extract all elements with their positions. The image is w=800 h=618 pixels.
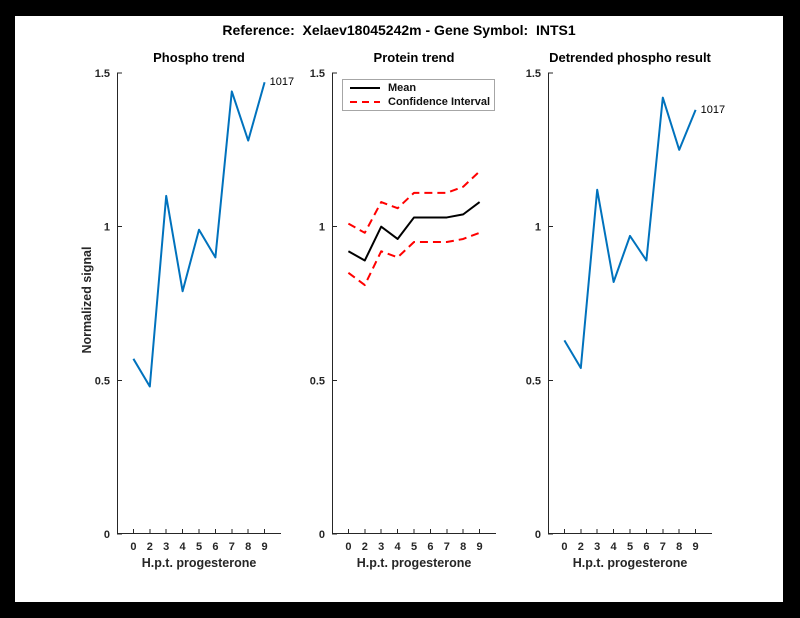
- svg-text:1.5: 1.5: [95, 68, 110, 80]
- legend-entry-confidence-interval: Confidence Interval: [343, 96, 494, 108]
- chart-protein-trend: Protein trend 0 0.5 1 1.5 0 2 3 4 5 6 7 8 9 Mean Con…: [310, 50, 496, 570]
- chart-title: Protein trend: [373, 50, 455, 65]
- svg-text:1: 1: [319, 222, 325, 234]
- x-axis-label: H.p.t. progesterone: [141, 556, 257, 570]
- svg-text:2: 2: [578, 541, 584, 553]
- mean-line-swatch: [350, 87, 380, 89]
- chart-title: Phospho trend: [153, 50, 245, 65]
- svg-text:1: 1: [104, 222, 110, 234]
- svg-text:3: 3: [594, 541, 600, 553]
- svg-text:3: 3: [163, 541, 169, 553]
- svg-text:8: 8: [676, 541, 682, 553]
- svg-text:7: 7: [229, 541, 235, 553]
- svg-text:7: 7: [660, 541, 666, 553]
- svg-text:1: 1: [535, 222, 541, 234]
- svg-text:5: 5: [627, 541, 633, 553]
- legend-entry-mean: Mean: [343, 82, 494, 94]
- svg-text:1.5: 1.5: [526, 68, 541, 80]
- svg-text:0.5: 0.5: [526, 375, 541, 387]
- svg-text:5: 5: [196, 541, 202, 553]
- svg-text:8: 8: [460, 541, 466, 553]
- svg-text:5: 5: [411, 541, 417, 553]
- legend-label-confidence-interval: Confidence Interval: [388, 96, 491, 108]
- figure-canvas: Reference: Xelaev18045242m - Gene Symbol…: [15, 16, 783, 602]
- svg-text:4: 4: [180, 541, 187, 553]
- plot-area-detrended: 00.511.50 2 3 4 5 6 7 8 9: [526, 68, 712, 553]
- svg-text:4: 4: [395, 541, 402, 553]
- legend-label-mean: Mean: [388, 82, 417, 94]
- chart-detrended-phospho: Detrended phospho result 0 0.5 1 1.5 0 2 3 4 5 6 7…: [526, 50, 725, 570]
- plot-area-protein: 00.511.50 2 3 4 5 6 7 8 9: [310, 68, 496, 553]
- svg-text:3: 3: [378, 541, 384, 553]
- svg-text:0: 0: [319, 529, 325, 541]
- svg-text:9: 9: [262, 541, 268, 553]
- plot-area-phospho: 00.511.50 2 3 4 5 6 7 8 9: [95, 68, 281, 553]
- x-axis-label: H.p.t. progesterone: [572, 556, 688, 570]
- svg-text:2: 2: [147, 541, 153, 553]
- svg-text:0: 0: [535, 529, 541, 541]
- chart-phospho-trend: Phospho trend Normalized signal 0 0.5 1 1.5…: [80, 50, 294, 570]
- legend: Mean Confidence Interval: [342, 79, 495, 111]
- figure-title: Reference: Xelaev18045242m - Gene Symbol…: [222, 22, 576, 38]
- svg-text:9: 9: [477, 541, 483, 553]
- svg-text:6: 6: [643, 541, 649, 553]
- svg-text:1.5: 1.5: [310, 68, 325, 80]
- svg-text:0: 0: [561, 541, 567, 553]
- svg-text:6: 6: [212, 541, 218, 553]
- svg-text:8: 8: [245, 541, 251, 553]
- svg-text:0: 0: [104, 529, 110, 541]
- series-endpoint-label: 1017: [700, 103, 726, 116]
- svg-text:0: 0: [345, 541, 351, 553]
- series-endpoint-label: 1017: [269, 76, 295, 89]
- svg-text:6: 6: [427, 541, 433, 553]
- y-axis-label: Normalized signal: [80, 246, 94, 354]
- svg-text:0.5: 0.5: [310, 375, 325, 387]
- svg-text:7: 7: [444, 541, 450, 553]
- svg-text:2: 2: [362, 541, 368, 553]
- svg-text:0.5: 0.5: [95, 375, 110, 387]
- confidence-interval-line-swatch: [350, 101, 380, 103]
- svg-text:4: 4: [611, 541, 618, 553]
- x-axis-label: H.p.t. progesterone: [356, 556, 472, 570]
- svg-text:9: 9: [693, 541, 699, 553]
- svg-text:0: 0: [130, 541, 136, 553]
- chart-title: Detrended phospho result: [549, 50, 711, 65]
